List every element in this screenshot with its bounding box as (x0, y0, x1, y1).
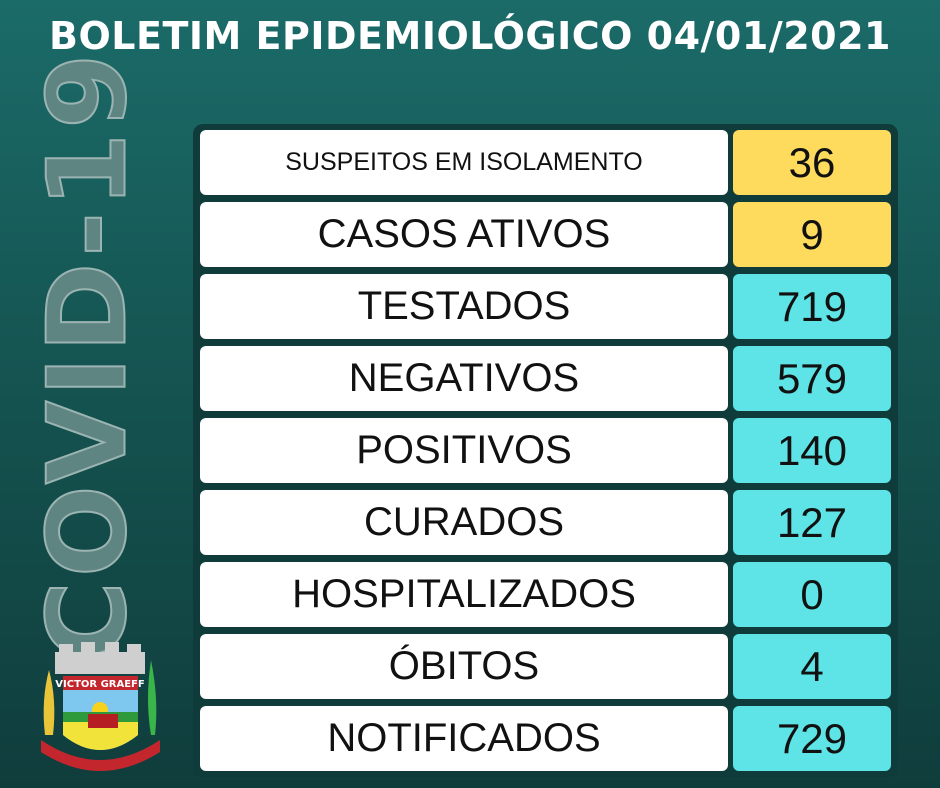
stat-label: CASOS ATIVOS (200, 202, 728, 267)
stat-value: 9 (733, 202, 891, 267)
stat-row: ÓBITOS 4 (200, 634, 891, 699)
stat-value: 729 (733, 706, 891, 771)
stat-label: NEGATIVOS (200, 346, 728, 411)
stat-label: HOSPITALIZADOS (200, 562, 728, 627)
stat-value: 127 (733, 490, 891, 555)
stat-row: NOTIFICADOS 729 (200, 706, 891, 771)
stat-label: POSITIVOS (200, 418, 728, 483)
stat-row: POSITIVOS 140 (200, 418, 891, 483)
stat-label: NOTIFICADOS (200, 706, 728, 771)
page-title: BOLETIM EPIDEMIOLÓGICO 04/01/2021 (49, 14, 891, 58)
stat-row: TESTADOS 719 (200, 274, 891, 339)
stat-label: ÓBITOS (200, 634, 728, 699)
stat-label: TESTADOS (200, 274, 728, 339)
stat-label: SUSPEITOS EM ISOLAMENTO (200, 130, 728, 195)
stat-value: 719 (733, 274, 891, 339)
municipal-coat-of-arms-logo: VICTOR GRAEFF (41, 642, 160, 771)
stat-value: 579 (733, 346, 891, 411)
stat-value: 4 (733, 634, 891, 699)
stat-row: HOSPITALIZADOS 0 (200, 562, 891, 627)
covid-19-side-text: COVID-19 (25, 49, 152, 662)
stat-label: CURADOS (200, 490, 728, 555)
stat-row: NEGATIVOS 579 (200, 346, 891, 411)
stat-value: 140 (733, 418, 891, 483)
stat-row: CASOS ATIVOS 9 (200, 202, 891, 267)
stat-value: 36 (733, 130, 891, 195)
stat-row: SUSPEITOS EM ISOLAMENTO 36 (200, 130, 891, 195)
svg-text:VICTOR GRAEFF: VICTOR GRAEFF (55, 679, 144, 690)
stat-row: CURADOS 127 (200, 490, 891, 555)
stat-value: 0 (733, 562, 891, 627)
stats-table: SUSPEITOS EM ISOLAMENTO 36 CASOS ATIVOS 9 TE… (193, 124, 898, 777)
